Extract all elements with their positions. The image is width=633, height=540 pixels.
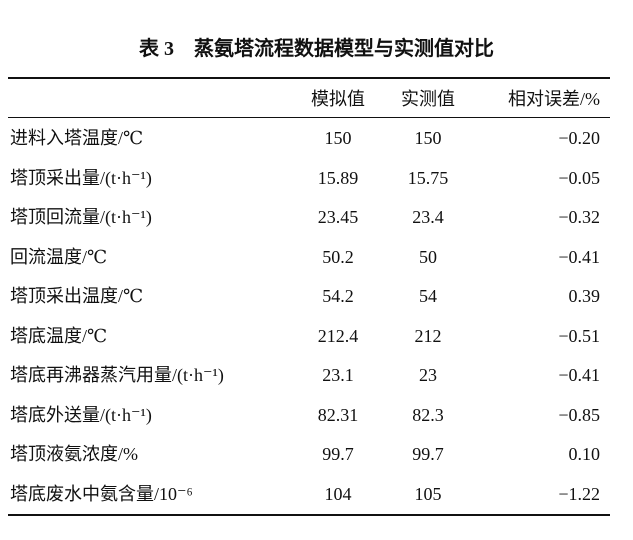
row-label: 塔底再沸器蒸汽用量/(t·h⁻¹) [10,365,224,385]
cell-value: 104 [324,483,352,504]
cell-value: 212 [414,325,442,346]
cell-value: −0.51 [558,325,600,346]
row-label: 回流温度/℃ [10,246,108,267]
cell-value: 23 [419,365,437,385]
row-label: 塔顶液氨浓度/% [10,444,138,464]
row-label: 塔底温度/℃ [10,325,108,346]
row-label: 塔顶回流量/(t·h⁻¹) [10,207,152,227]
column-header: 模拟值 [311,89,365,109]
row-label: 塔顶采出量/(t·h⁻¹) [10,167,152,188]
column-header: 实测值 [401,89,455,109]
cell-value: −0.41 [558,365,600,385]
top-rule [8,77,610,79]
cell-value: −1.22 [558,483,600,504]
cell-value: −0.85 [558,404,600,425]
cell-value: 23.1 [322,365,354,385]
cell-value: 54 [419,286,437,306]
cell-value: 150 [414,128,442,148]
cell-value: 15.89 [317,167,359,188]
cell-value: 105 [414,483,442,504]
row-label: 塔底废水中氨含量/10⁻⁶ [10,483,193,504]
cell-value: −0.20 [558,128,600,148]
cell-value: 23.4 [412,207,444,227]
cell-value: 82.3 [412,404,444,425]
row-label: 塔底外送量/(t·h⁻¹) [10,404,152,425]
table-title: 表 3 蒸氨塔流程数据模型与实测值对比 [139,38,494,60]
cell-value: 99.7 [322,444,354,464]
cell-value: 0.39 [568,286,601,306]
column-header: 相对误差/% [508,89,600,109]
cell-value: 150 [324,128,352,148]
cell-value: 54.2 [322,286,354,306]
cell-value: 0.10 [568,444,601,464]
bottom-rule [8,514,610,516]
row-label: 进料入塔温度/℃ [10,128,144,148]
header-rule [8,117,610,118]
cell-value: 23.45 [317,207,359,227]
cell-value: 15.75 [407,167,449,188]
cell-value: 99.7 [412,444,444,464]
cell-value: −0.41 [558,246,600,267]
cell-value: −0.32 [558,207,600,227]
cell-value: 212.4 [317,325,359,346]
cell-value: −0.05 [558,167,600,188]
row-label: 塔顶采出温度/℃ [10,286,144,306]
cell-value: 50.2 [322,246,354,267]
cell-value: 50 [419,246,437,267]
cell-value: 82.31 [317,404,359,425]
